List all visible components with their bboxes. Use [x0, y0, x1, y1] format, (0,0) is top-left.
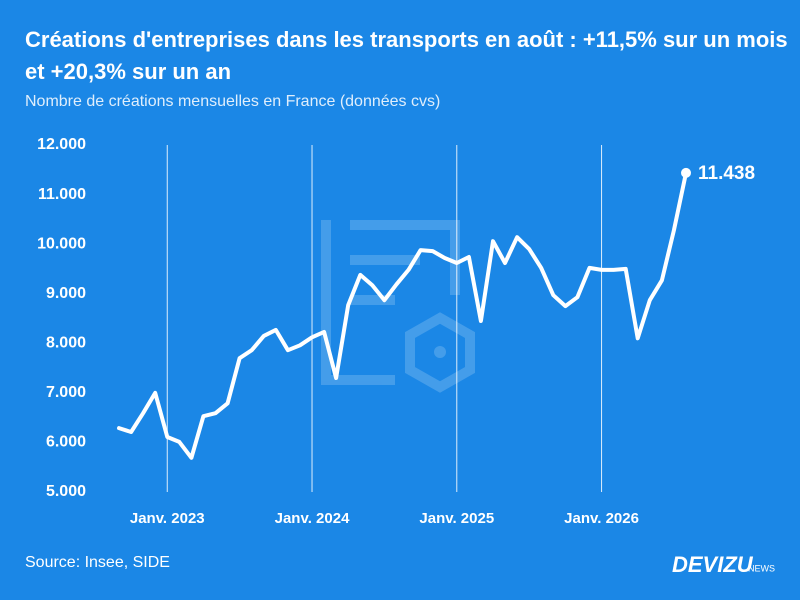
- end-point: [681, 167, 691, 178]
- line: [117, 170, 688, 460]
- y-tick-label: 5.000: [46, 483, 86, 500]
- brand-suffix: NEWS: [748, 563, 775, 573]
- x-tick-label: Janv. 2024: [275, 510, 350, 527]
- chart-subtitle: Nombre de créations mensuelles en France…: [25, 93, 441, 110]
- y-tick-label: 10.000: [37, 235, 86, 252]
- y-tick-label: 8.000: [46, 335, 86, 352]
- brand: DEVIZU: [672, 552, 754, 577]
- y-tick-label: 9.000: [46, 285, 86, 302]
- y-tick-label: 7.000: [46, 384, 86, 401]
- x-tick-label: Janv. 2023: [130, 510, 205, 527]
- watermark: [321, 220, 475, 393]
- source: Source: Insee, SIDE: [25, 554, 170, 571]
- y-tick-label: 11.000: [38, 186, 86, 203]
- x-tick-label: Janv. 2025: [419, 510, 494, 527]
- x-tick-label: Janv. 2026: [564, 510, 639, 527]
- y-tick-label: 12.000: [37, 136, 86, 153]
- y-tick-label: 6.000: [46, 434, 86, 451]
- value-label: 11.438: [698, 163, 755, 184]
- chart-title: Créations d'entreprises dans les transpo…: [25, 27, 788, 84]
